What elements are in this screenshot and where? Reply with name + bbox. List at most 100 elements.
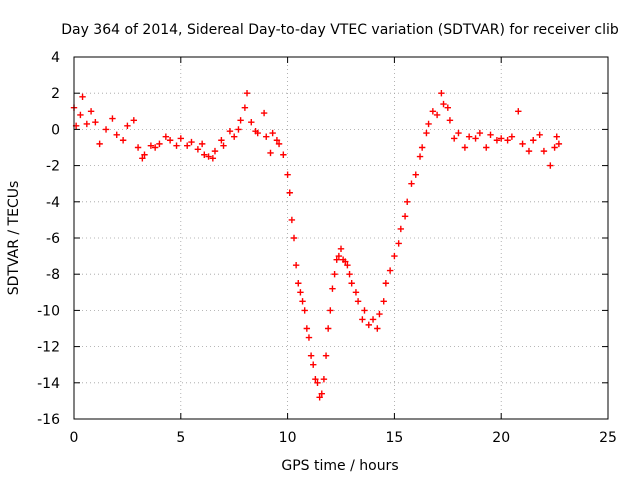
data-point xyxy=(288,216,296,224)
data-point xyxy=(316,394,323,401)
data-point xyxy=(312,375,319,383)
data-point xyxy=(231,133,238,140)
data-point xyxy=(555,140,563,148)
data-point xyxy=(476,129,484,137)
data-point xyxy=(354,298,362,305)
data-point xyxy=(305,334,313,341)
data-point xyxy=(322,352,330,359)
data-point xyxy=(342,258,349,265)
data-point xyxy=(201,151,208,158)
data-point xyxy=(310,361,317,368)
data-point xyxy=(412,171,419,178)
data-point xyxy=(241,104,249,111)
data-point xyxy=(493,137,501,144)
data-point xyxy=(280,151,287,158)
data-point xyxy=(226,128,234,135)
y-tick-label: 0 xyxy=(51,122,60,138)
data-point xyxy=(211,147,219,155)
data-point xyxy=(119,137,127,144)
data-point xyxy=(301,307,308,314)
data-point xyxy=(263,133,270,140)
data-point xyxy=(314,379,321,386)
data-point xyxy=(275,140,283,148)
y-tick-label: 2 xyxy=(51,86,60,102)
data-point xyxy=(416,153,424,160)
data-point xyxy=(198,140,206,148)
data-point xyxy=(348,280,355,287)
data-point xyxy=(141,151,148,158)
x-tick-label: 5 xyxy=(176,430,185,446)
data-point xyxy=(374,325,381,332)
data-point xyxy=(205,153,212,160)
data-point xyxy=(295,280,302,287)
data-point xyxy=(303,325,311,332)
data-point xyxy=(344,261,351,269)
data-point xyxy=(487,131,494,139)
data-point xyxy=(194,146,202,153)
data-point xyxy=(525,147,533,155)
x-tick-label: 10 xyxy=(279,430,297,446)
data-point xyxy=(352,289,360,296)
data-point xyxy=(290,234,298,242)
data-point xyxy=(504,137,511,144)
data-point xyxy=(423,129,430,137)
data-point xyxy=(307,352,315,359)
data-point xyxy=(365,321,372,329)
data-point xyxy=(284,171,291,178)
y-tick-label: 4 xyxy=(51,50,60,66)
data-point xyxy=(465,133,473,140)
x-tick-label: 25 xyxy=(599,430,617,446)
data-point xyxy=(483,144,490,151)
data-point xyxy=(162,133,170,140)
y-tick-label: -8 xyxy=(46,267,60,283)
y-axis-label: SDTVAR / TECUs xyxy=(6,181,22,296)
data-point xyxy=(177,135,184,142)
data-point xyxy=(519,140,526,148)
series-sdtvar xyxy=(70,100,563,397)
data-point xyxy=(472,135,479,142)
data-point xyxy=(166,137,174,144)
data-point xyxy=(401,213,409,220)
y-tick-label: -16 xyxy=(37,412,60,428)
data-point xyxy=(455,129,462,137)
data-point xyxy=(444,104,451,111)
data-point xyxy=(515,108,522,115)
data-point xyxy=(346,271,353,278)
data-point xyxy=(297,289,304,296)
data-point xyxy=(218,137,225,144)
data-point xyxy=(540,147,548,155)
series-sdtvar-spread- xyxy=(72,90,560,401)
data-point xyxy=(235,126,242,133)
data-point xyxy=(429,108,437,115)
data-point xyxy=(237,117,244,124)
data-point xyxy=(147,142,155,149)
data-point xyxy=(173,142,180,149)
data-point xyxy=(380,298,387,305)
data-point xyxy=(547,162,554,169)
data-point xyxy=(530,137,537,144)
data-point xyxy=(273,137,281,144)
data-point xyxy=(248,118,255,126)
x-tick-label: 20 xyxy=(492,430,510,446)
data-point xyxy=(382,280,390,287)
data-point xyxy=(292,261,300,269)
data-point xyxy=(83,120,91,128)
data-point xyxy=(243,90,251,97)
data-point xyxy=(96,140,103,148)
data-point xyxy=(397,225,405,233)
y-tick-label: -2 xyxy=(46,159,60,175)
data-point xyxy=(220,142,227,149)
x-tick-label: 15 xyxy=(385,430,403,446)
x-tick-label: 0 xyxy=(70,430,79,446)
data-point xyxy=(286,189,293,196)
data-point xyxy=(113,131,120,139)
data-point xyxy=(551,144,558,151)
data-point xyxy=(77,111,84,119)
data-point xyxy=(320,375,328,383)
data-point xyxy=(209,155,217,162)
data-point xyxy=(386,267,394,274)
data-point xyxy=(438,90,445,97)
y-tick-label: -6 xyxy=(46,231,60,247)
data-point xyxy=(498,135,505,142)
data-point xyxy=(87,108,95,115)
